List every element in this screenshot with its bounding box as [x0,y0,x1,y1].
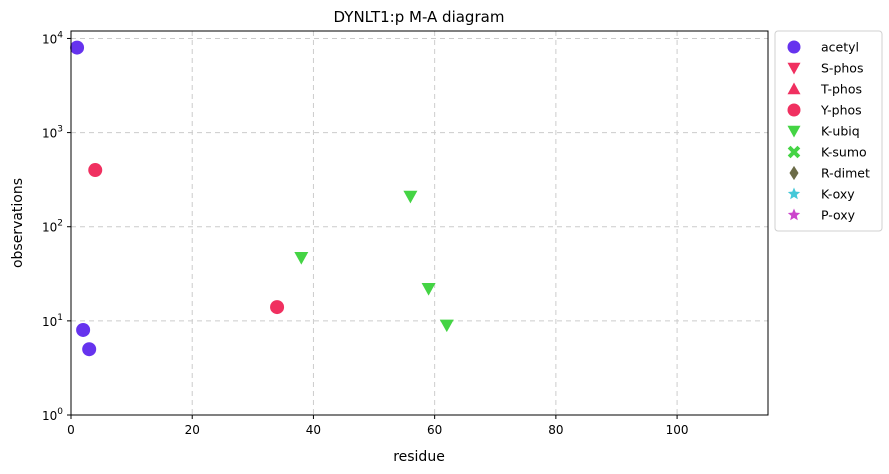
legend-marker-p-oxy [787,208,801,221]
y-tick-label: 103 [42,125,63,141]
data-point-k-ubiq [403,190,418,204]
y-axis-label: observations [10,178,26,268]
legend-marker-r-dimet [789,165,799,181]
legend-label-k-sumo: K-sumo [821,145,867,160]
data-point-acetyl [76,322,91,337]
legend-marker-s-phos [787,62,801,75]
x-tick-label: 20 [185,423,200,437]
data-point-k-ubiq [421,283,436,296]
data-point-acetyl [70,40,85,55]
legend-marker-y-phos [787,103,801,117]
data-points [70,40,454,357]
x-tick-label: 100 [666,423,689,437]
x-tick-label: 0 [67,423,75,437]
legend-marker-t-phos [787,82,801,95]
plot-frame [70,30,769,416]
legend-label-k-oxy: K-oxy [821,187,855,202]
y-tick-label: 104 [42,30,63,46]
y-tick-label: 101 [42,313,63,329]
legend-frame [774,30,883,232]
x-axis-ticks: 0 20 40 60 80 100 [67,415,689,437]
x-tick-label: 60 [427,423,442,437]
legend-marker-k-sumo [787,145,801,159]
legend-marker-acetyl [787,40,801,54]
data-point-y-phos [88,163,103,178]
legend-label-s-phos: S-phos [821,61,863,76]
legend-label-r-dimet: R-dimet [821,166,870,181]
grid [71,31,768,415]
data-point-y-phos [270,300,285,315]
legend-label-y-phos: Y-phos [820,103,862,118]
legend-marker-k-ubiq [787,125,801,138]
legend-marker-k-oxy [787,187,801,200]
y-tick-label: 102 [42,219,63,235]
y-tick-label: 100 [42,407,63,423]
chart-title: DYNLT1:p M-A diagram [334,8,505,26]
legend-label-p-oxy: P-oxy [821,208,856,223]
x-tick-label: 80 [548,423,563,437]
legend: acetyl S-phos T-phos Y-phos K-ubiq K-sumo R-di… [774,30,883,232]
x-axis-label: residue [393,449,445,465]
legend-label-t-phos: T-phos [820,82,862,97]
data-point-k-ubiq [439,319,454,333]
legend-label-acetyl: acetyl [821,40,859,55]
x-tick-label: 40 [306,423,321,437]
data-point-k-ubiq [294,251,309,265]
legend-label-k-ubiq: K-ubiq [821,124,860,139]
data-point-acetyl [82,342,97,357]
y-axis-ticks: 100 101 102 103 104 [42,30,71,423]
